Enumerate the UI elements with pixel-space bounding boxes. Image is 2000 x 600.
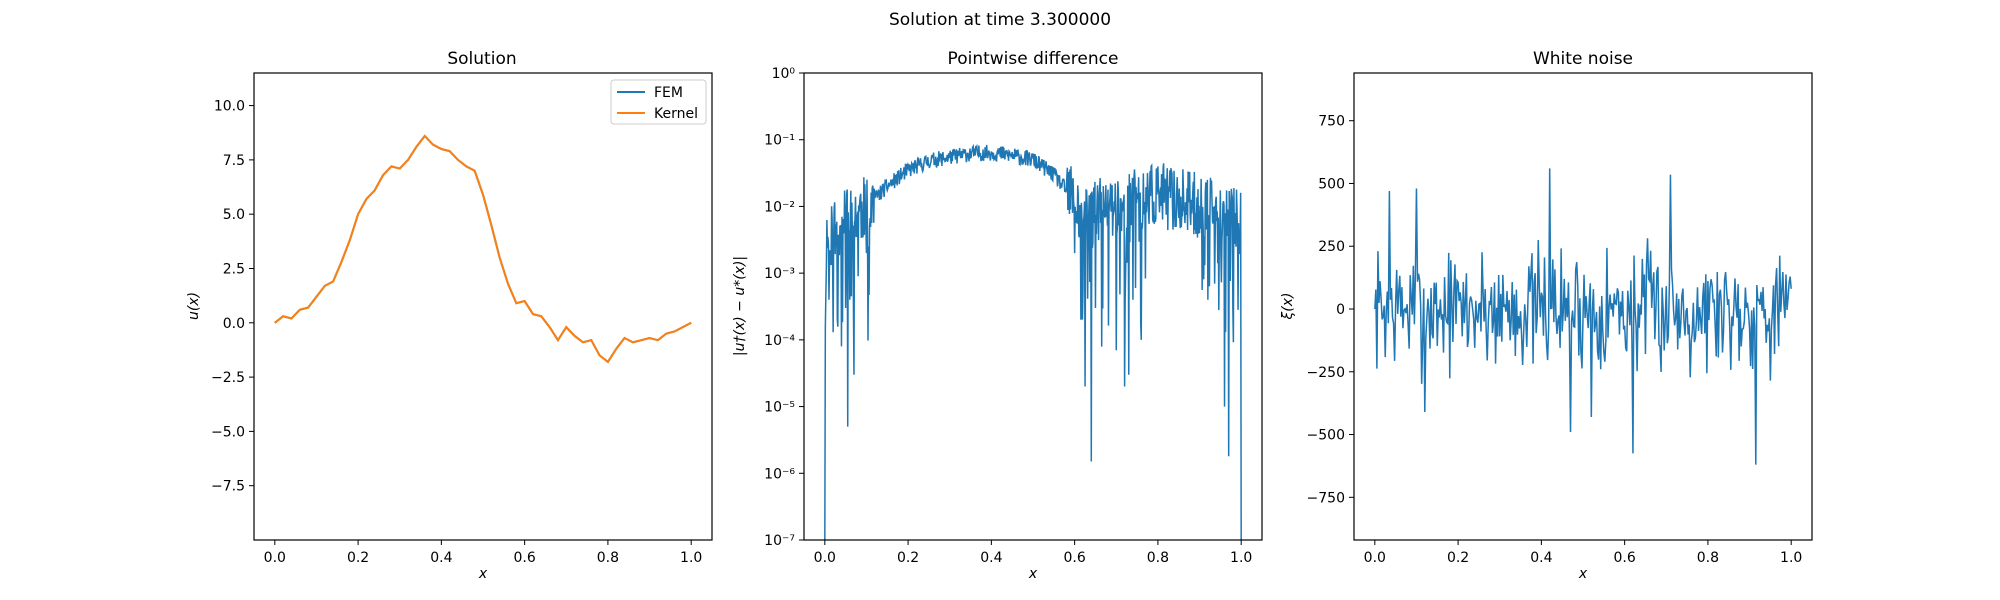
x-tick-label: 0.8 (1147, 550, 1169, 566)
panel-solution-ticks: 0.0 0.2 0.4 0.6 0.8 1.0 −7.5 −5.0 −2.5 0.0 2.5 5.0 7… (211, 99, 702, 566)
y-tick-label: 10.0 (214, 99, 245, 115)
x-tick-label: 0.0 (814, 550, 836, 566)
y-tick-label: −7.5 (211, 479, 245, 495)
panel-solution-title: Solution (447, 49, 516, 69)
panel-noise: White noise 0.0 0.2 0.4 0.6 0.8 1.0 −750 −500 −2… (1280, 49, 1813, 582)
panel-solution-ylabel: u(x) (186, 292, 202, 320)
y-tick-label: 10⁻² (764, 199, 795, 215)
panel-solution-xlabel: x (478, 566, 488, 582)
y-tick-label: 10⁻⁴ (764, 333, 795, 349)
panel-difference-xlabel: x (1028, 566, 1038, 582)
x-tick-label: 0.2 (347, 550, 369, 566)
panel-solution-frame (253, 72, 713, 541)
noise-line (1374, 168, 1792, 465)
panel-noise-ticks: 0.0 0.2 0.4 0.6 0.8 1.0 −750 −500 −250 0 250 500 750 (1307, 114, 1803, 566)
x-tick-label: 0.8 (597, 550, 619, 566)
y-tick-label: −2.5 (211, 370, 245, 386)
x-tick-label: 1.0 (1230, 550, 1252, 566)
panel-noise-ylabel: ξ(x) (1280, 292, 1296, 320)
panel-noise-title: White noise (1533, 49, 1633, 69)
y-tick-label: 10⁻¹ (764, 133, 795, 149)
panel-solution-series (274, 134, 692, 364)
panel-difference-ticks: 0.0 0.2 0.4 0.6 0.8 1.0 10⁻⁷ 10⁻⁶ 10⁻⁵ 10⁻⁴ 10⁻³ 10… (764, 66, 1252, 566)
panel-noise-frame (1353, 72, 1813, 541)
y-tick-label: 7.5 (223, 153, 245, 169)
y-tick-label: 2.5 (223, 261, 245, 277)
x-tick-label: 1.0 (1780, 550, 1802, 566)
y-tick-label: 10⁰ (772, 66, 796, 82)
y-tick-label: 0 (1336, 302, 1345, 318)
x-tick-label: 0.8 (1697, 550, 1719, 566)
x-tick-label: 0.2 (1447, 550, 1469, 566)
x-tick-label: 0.0 (264, 550, 286, 566)
x-tick-label: 0.4 (430, 550, 452, 566)
panel-difference-title: Pointwise difference (948, 49, 1119, 69)
y-tick-label: −500 (1307, 428, 1345, 444)
y-tick-label: 10⁻⁵ (764, 400, 795, 416)
y-tick-label: 10⁻³ (764, 266, 795, 282)
x-tick-label: 0.0 (1364, 550, 1386, 566)
y-tick-label: 10⁻⁷ (764, 533, 795, 549)
y-tick-label: −750 (1307, 490, 1345, 506)
figure-suptitle: Solution at time 3.300000 (889, 10, 1111, 30)
x-tick-label: 1.0 (680, 550, 702, 566)
y-tick-label: 5.0 (223, 207, 245, 223)
legend-kernel-label: Kernel (654, 106, 698, 122)
series-kernel-line (274, 134, 692, 364)
x-tick-label: 0.2 (897, 550, 919, 566)
panel-noise-series (1374, 168, 1792, 465)
panel-difference-ylabel: |u†(x) − u*(x)| (732, 256, 748, 356)
y-tick-label: −250 (1307, 365, 1345, 381)
series-fem-line (274, 134, 692, 364)
x-tick-label: 0.6 (1064, 550, 1086, 566)
panel-difference-frame (803, 72, 1263, 541)
x-tick-label: 0.6 (514, 550, 536, 566)
legend-fem-label: FEM (654, 85, 683, 101)
y-tick-label: 10⁻⁶ (764, 466, 795, 482)
x-tick-label: 0.4 (1530, 550, 1552, 566)
y-tick-label: −5.0 (211, 424, 245, 440)
y-tick-label: 750 (1318, 114, 1345, 130)
legend: FEM Kernel (610, 79, 707, 125)
panel-difference: Pointwise difference 0.0 0.2 0.4 0.6 0.8 1.0 1… (732, 49, 1263, 582)
difference-line (824, 143, 1242, 541)
y-tick-label: 500 (1318, 176, 1345, 192)
x-tick-label: 0.6 (1614, 550, 1636, 566)
panel-noise-xlabel: x (1578, 566, 1588, 582)
panel-solution: Solution 0.0 0.2 0.4 0.6 0.8 1.0−7.5−5.0−2.50… (186, 49, 713, 582)
x-tick-label: 0.4 (980, 550, 1002, 566)
y-tick-label: 250 (1318, 239, 1345, 255)
y-tick-label: 0.0 (223, 316, 245, 332)
panel-difference-series (824, 143, 1242, 541)
